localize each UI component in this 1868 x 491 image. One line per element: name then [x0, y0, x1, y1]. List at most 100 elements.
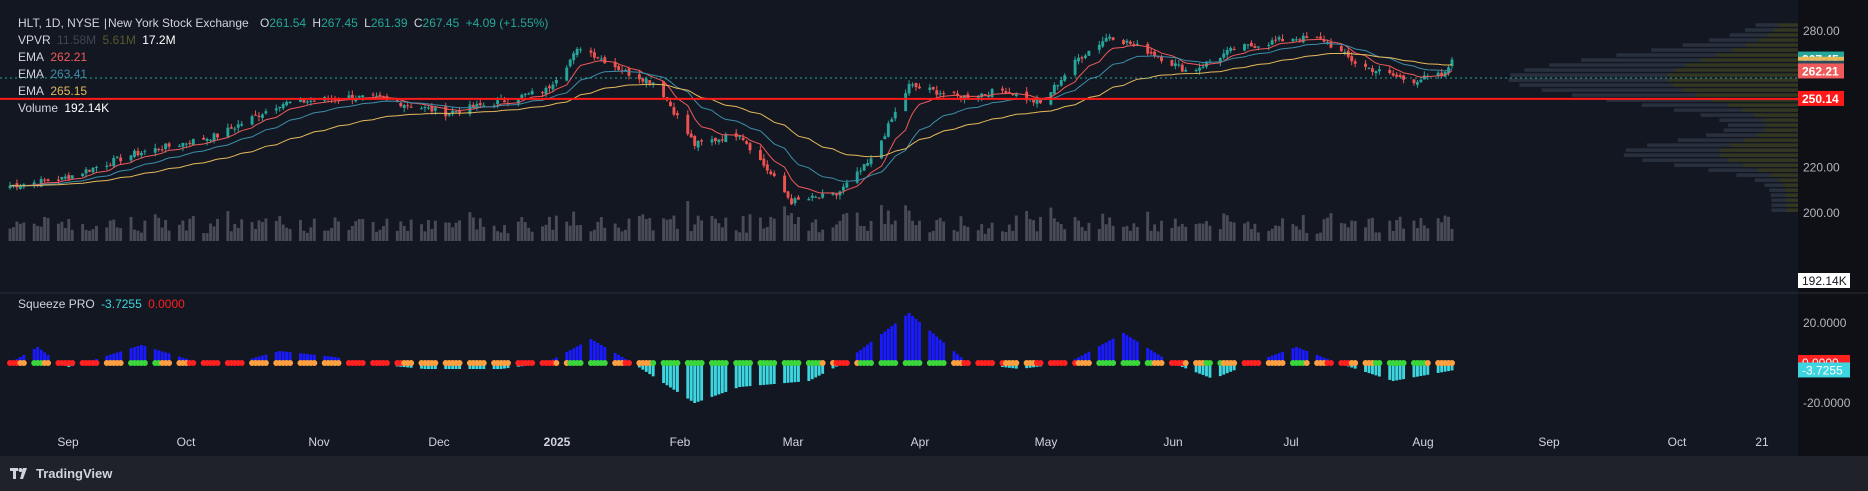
volume-bar [720, 227, 724, 241]
volume-bar [669, 219, 672, 241]
momentum-bar [765, 363, 769, 385]
momentum-bar [796, 363, 800, 382]
momentum-bar [710, 363, 714, 397]
volume-bar [1035, 231, 1039, 241]
vpvr-row-down [1754, 113, 1798, 117]
volume-bar [1274, 225, 1278, 241]
vpvr-row-up [1682, 43, 1747, 47]
volume-bar [527, 227, 531, 241]
chart-canvas[interactable]: 280.00 220.00 200.00 20.0000 -20.0000 0.0000… [0, 0, 1868, 456]
momentum-bar [1367, 363, 1371, 374]
candle-body [523, 94, 527, 96]
candle-body [1177, 64, 1181, 66]
ema3-legend[interactable]: EMA 265.15 [18, 83, 551, 100]
time-tick-label: Oct [1668, 435, 1687, 449]
tradingview-brand[interactable]: TradingView [10, 466, 112, 481]
momentum-bar [1198, 363, 1202, 374]
volume-bar [112, 219, 116, 241]
time-tick-label: Apr [911, 435, 930, 449]
volume-legend[interactable]: Volume 192.14K [18, 100, 551, 117]
candle-body [551, 84, 555, 90]
candle-body [157, 149, 161, 151]
candle-body [1391, 73, 1395, 76]
squeeze-dot [892, 360, 899, 366]
time-tick-label: Dec [428, 435, 449, 449]
squeeze-dot [674, 360, 681, 366]
candle-body [46, 179, 50, 182]
vpvr-row-up [1729, 33, 1768, 37]
momentum-bar [734, 363, 738, 389]
volume-bar [1104, 224, 1108, 241]
volume-bar [1101, 213, 1105, 241]
volume-bar [814, 219, 818, 241]
candle-body [1353, 61, 1357, 64]
squeeze-dot [117, 360, 124, 366]
volume-bar [1225, 215, 1229, 241]
momentum-bar [1305, 351, 1309, 363]
squeeze-dot [359, 360, 366, 366]
candle-body [233, 128, 237, 130]
candle-body [662, 81, 666, 98]
volume-bar [1291, 224, 1295, 241]
candle-body [112, 158, 116, 167]
candle-body [184, 143, 188, 145]
volume-bar [627, 218, 631, 241]
momentum-bar [1104, 342, 1108, 363]
candle-body [914, 82, 918, 88]
candle-body [274, 108, 278, 111]
ema1-legend[interactable]: EMA 262.21 [18, 49, 551, 66]
symbol-title[interactable]: HLT, 1D, NYSE [18, 16, 100, 30]
momentum-bar [264, 354, 268, 363]
momentum-bar [164, 352, 168, 363]
volume-bar [765, 226, 769, 241]
candle-body [669, 101, 672, 107]
momentum-bar [18, 357, 22, 363]
volume-bar [18, 223, 22, 241]
price-axis[interactable]: 280.00 220.00 200.00 [1803, 24, 1840, 220]
candle-body [108, 164, 112, 166]
momentum-bar [423, 363, 427, 369]
squeeze-dot [1182, 360, 1189, 366]
volume-bar [845, 213, 849, 241]
vpvr-legend[interactable]: VPVR 11.58M 5.61M 17.2M [18, 32, 551, 49]
squeeze-axis[interactable]: 20.0000-20.00000.0000-3.7255 [1798, 316, 1851, 410]
volume-tag [1798, 273, 1850, 288]
candle-body [36, 183, 40, 185]
candle-body [893, 111, 897, 119]
ema3-label: EMA [18, 84, 45, 98]
candle-body [1232, 48, 1236, 51]
candle-body [983, 94, 987, 96]
momentum-bar [119, 351, 123, 363]
vpvr-row-up [1706, 133, 1757, 137]
ema2-legend[interactable]: EMA 263.41 [18, 66, 551, 83]
vpvr-row-down [1757, 38, 1798, 42]
vpvr-row-up [1727, 123, 1767, 127]
candle-body [962, 95, 966, 100]
candle-body [980, 93, 984, 98]
candle-body [136, 150, 140, 156]
volume-bar [918, 220, 921, 241]
candle-body [741, 137, 745, 141]
candle-body [1256, 46, 1260, 48]
candle-body [399, 103, 403, 107]
volume-bar [264, 218, 268, 241]
squeeze-dots [7, 360, 1455, 366]
volume-bar [451, 227, 455, 241]
volume-bar [1395, 220, 1399, 241]
volume-bars [8, 201, 1454, 241]
volume-bar [88, 230, 91, 241]
candle-body [1073, 59, 1077, 75]
momentum-bar [1422, 363, 1426, 376]
squeeze-dot [408, 360, 415, 366]
squeeze-legend[interactable]: Squeeze PRO -3.7255 0.0000 [18, 296, 188, 313]
momentum-bar [575, 346, 579, 363]
volume-bar [693, 224, 697, 241]
time-axis[interactable]: Sep Oct Nov Dec 2025 Feb Mar Apr May Jun Jul Aug Sep… [57, 435, 1769, 449]
squeeze-dot [1231, 360, 1238, 366]
volume-bar [1170, 227, 1174, 241]
ema3-value: 265.15 [50, 84, 88, 98]
momentum-bar [326, 356, 330, 363]
candle-body [361, 95, 365, 98]
volume-bar [1108, 217, 1112, 241]
squeeze-dot [1206, 360, 1213, 366]
